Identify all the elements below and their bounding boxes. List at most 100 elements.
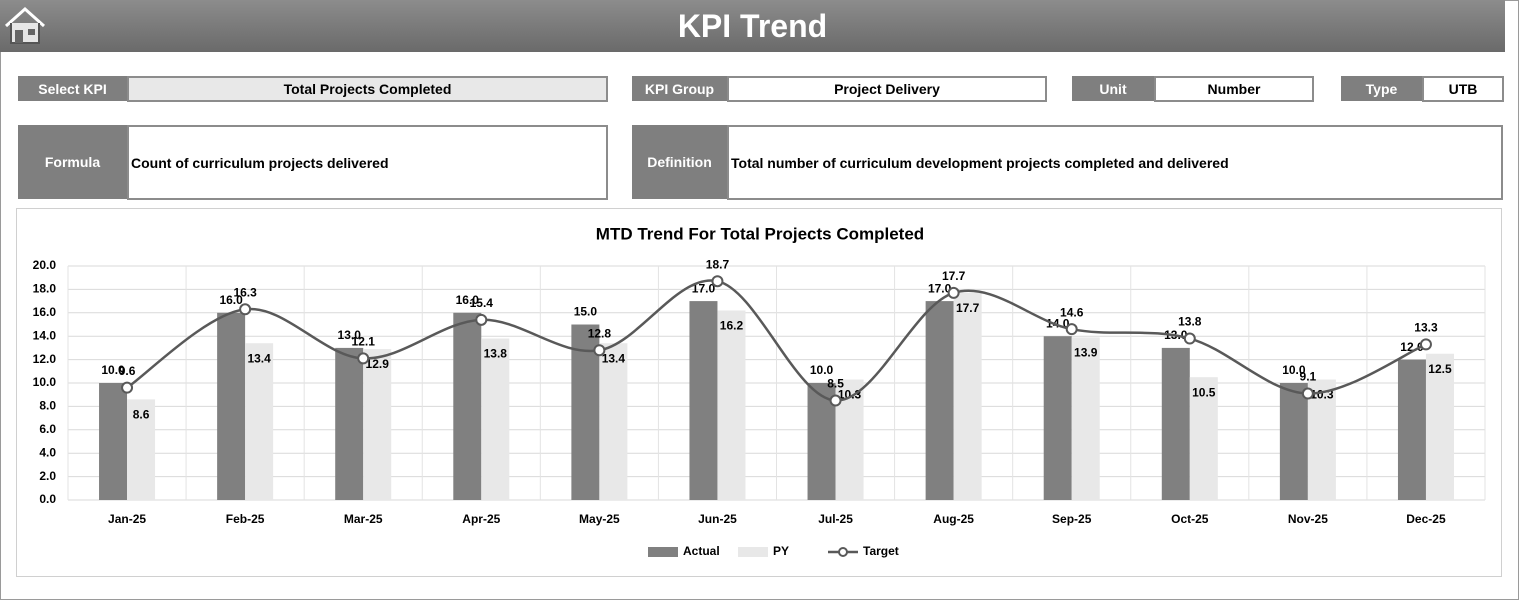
bar	[1307, 379, 1336, 500]
detail-value: Count of curriculum projects delivered	[127, 125, 608, 200]
data-label: 13.3	[1414, 321, 1438, 335]
field-label: KPI Group	[632, 76, 727, 101]
target-marker	[475, 313, 488, 326]
bar	[1397, 359, 1426, 500]
data-label: 17.0	[692, 281, 716, 295]
x-tick-label: Oct-25	[1171, 512, 1209, 526]
page-title: KPI Trend	[677, 8, 828, 44]
data-label: 12.0	[1400, 340, 1424, 354]
x-tick-label: Apr-25	[462, 512, 500, 526]
target-marker	[593, 344, 606, 357]
data-label: 12.8	[588, 326, 612, 340]
data-label: 10.0	[1282, 363, 1306, 377]
bar	[599, 343, 628, 500]
bar	[481, 338, 510, 500]
bar	[1189, 377, 1218, 500]
target-marker	[711, 275, 724, 288]
x-tick-label: Feb-25	[226, 512, 265, 526]
legend-swatch	[648, 547, 678, 557]
data-label: 8.6	[133, 408, 150, 422]
detail-label: Definition	[632, 125, 727, 199]
field-label: Unit	[1072, 76, 1154, 101]
chart-panel	[16, 208, 1502, 577]
data-label: 8.5	[827, 377, 844, 391]
x-tick-label: Aug-25	[933, 512, 974, 526]
bar	[1071, 337, 1100, 500]
header: KPI Trend	[0, 0, 1505, 52]
legend-label: PY	[773, 544, 789, 558]
x-tick-label: Jun-25	[698, 512, 737, 526]
target-marker	[1419, 338, 1432, 351]
x-tick-label: Mar-25	[344, 512, 383, 526]
target-marker	[121, 381, 134, 394]
bar	[717, 310, 746, 500]
x-tick-label: Jan-25	[108, 512, 146, 526]
field-value: Project Delivery	[727, 76, 1047, 102]
data-label: 13.8	[1178, 315, 1202, 329]
data-label: 9.1	[1300, 370, 1317, 384]
bar	[925, 301, 954, 500]
data-label: 10.0	[101, 363, 125, 377]
data-label: 10.5	[1192, 385, 1216, 399]
bar	[1043, 336, 1072, 500]
bar	[1425, 353, 1454, 500]
field-value[interactable]: Total Projects Completed	[127, 76, 608, 102]
detail-label: Formula	[18, 125, 127, 199]
target-marker	[829, 394, 842, 407]
target-marker	[1301, 387, 1314, 400]
bar	[689, 301, 718, 500]
y-tick-label: 4.0	[39, 445, 56, 459]
data-label: 18.7	[706, 257, 730, 271]
data-label: 10.3	[838, 388, 862, 402]
data-label: 16.0	[456, 293, 480, 307]
home-icon[interactable]	[4, 6, 46, 46]
target-marker	[1183, 332, 1196, 345]
target-marker	[947, 286, 960, 299]
legend-item: Actual	[648, 544, 720, 558]
data-label: 9.6	[119, 364, 136, 378]
bar	[127, 399, 156, 500]
x-tick-label: Dec-25	[1406, 512, 1446, 526]
bar	[363, 349, 392, 500]
data-label: 12.5	[1428, 362, 1452, 376]
data-label: 15.4	[470, 296, 494, 310]
bar	[217, 312, 246, 500]
data-label: 13.0	[338, 328, 362, 342]
data-label: 10.0	[810, 363, 834, 377]
x-tick-label: May-25	[579, 512, 620, 526]
legend-swatch	[738, 547, 768, 557]
chart-title: MTD Trend For Total Projects Completed	[596, 224, 924, 243]
data-label: 15.0	[574, 305, 598, 319]
data-label: 12.9	[366, 357, 390, 371]
y-tick-label: 14.0	[33, 328, 57, 342]
detail-value: Total number of curriculum development p…	[727, 125, 1503, 200]
data-label: 14.6	[1060, 305, 1084, 319]
bar	[245, 343, 274, 500]
bar	[953, 292, 982, 500]
target-marker	[357, 352, 370, 365]
y-tick-label: 12.0	[33, 352, 57, 366]
data-label: 17.7	[956, 301, 980, 315]
bar	[453, 312, 482, 500]
data-label: 16.0	[219, 293, 243, 307]
y-tick-label: 6.0	[39, 422, 56, 436]
bar	[1279, 383, 1308, 500]
data-label: 16.2	[720, 319, 744, 333]
data-label: 17.0	[928, 281, 952, 295]
data-label: 13.4	[247, 351, 271, 365]
y-tick-label: 2.0	[39, 469, 56, 483]
data-label: 13.4	[602, 351, 626, 365]
target-marker	[1065, 323, 1078, 336]
legend-label: Actual	[683, 544, 720, 558]
field-label: Type	[1341, 76, 1422, 101]
legend-item: Target	[828, 544, 899, 558]
field-label: Select KPI	[18, 76, 127, 101]
y-tick-label: 0.0	[39, 492, 56, 506]
legend-label: Target	[863, 544, 899, 558]
x-tick-label: Jul-25	[818, 512, 853, 526]
bar	[1161, 347, 1190, 500]
data-label: 17.7	[942, 269, 966, 283]
field-value: Number	[1154, 76, 1314, 102]
